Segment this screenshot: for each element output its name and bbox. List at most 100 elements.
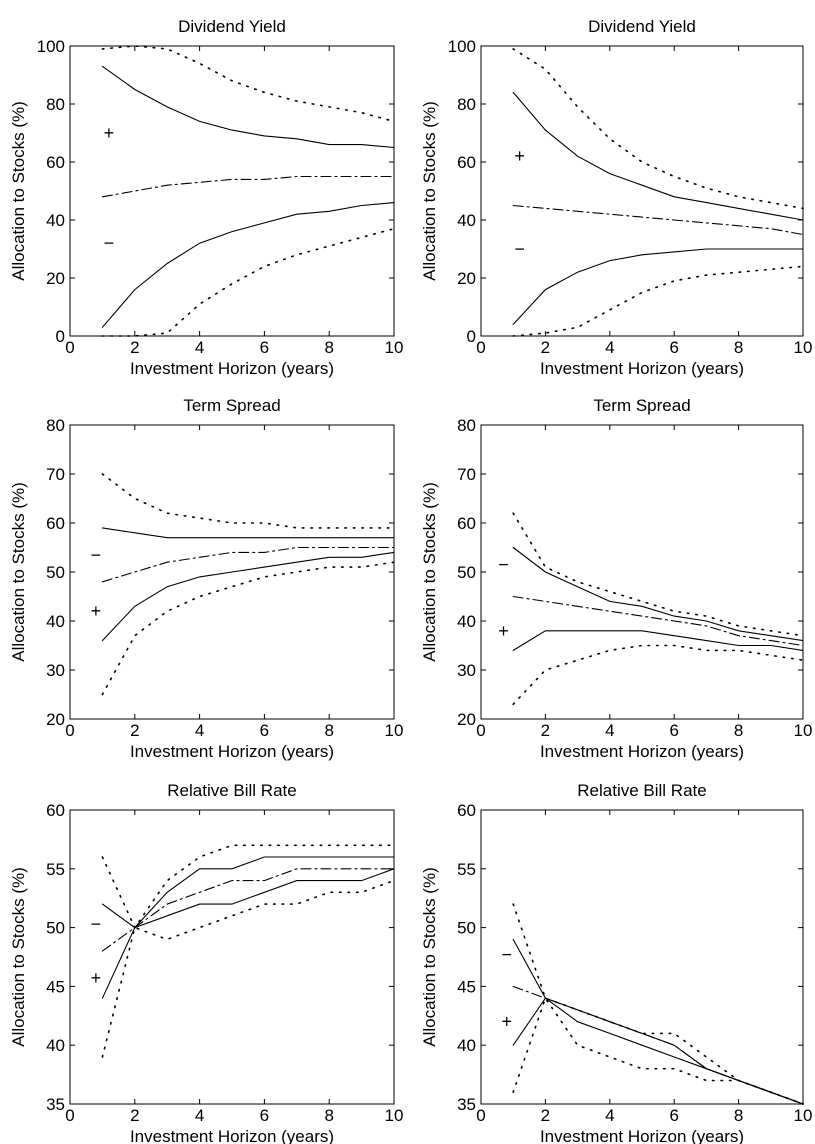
x-tick-label: 4 xyxy=(605,338,614,357)
chart-title: Relative Bill Rate xyxy=(167,781,296,800)
y-tick-label: 40 xyxy=(457,1036,476,1055)
y-tick-label: 40 xyxy=(457,211,476,230)
x-tick-label: 2 xyxy=(130,1106,139,1125)
x-tick-label: 6 xyxy=(669,1106,678,1125)
series-line-dashdot-3 xyxy=(512,985,804,1105)
chart-panel-5: 0 2 4 6 8 10 35 40 45 50 55 60 − + Relative Bill Rate I… xyxy=(9,781,403,1144)
y-tick-label: 40 xyxy=(457,612,476,631)
y-tick-label: 50 xyxy=(46,563,65,582)
marker-minus: − xyxy=(498,555,509,575)
series-line-solid-2 xyxy=(101,202,395,328)
x-tick-label: 10 xyxy=(794,1106,813,1125)
y-tick-label: 20 xyxy=(457,710,476,729)
x-axis-label: Investment Horizon (years) xyxy=(130,742,334,761)
series-line-solid-2 xyxy=(101,551,395,642)
y-tick-label: 60 xyxy=(46,153,65,172)
x-axis-label: Investment Horizon (years) xyxy=(540,1127,744,1144)
series-line-dotted-4 xyxy=(512,903,804,1105)
series-line-dotted-5 xyxy=(512,996,804,1105)
y-tick-label: 100 xyxy=(37,37,65,56)
series-line-dotted-5 xyxy=(512,265,804,337)
x-tick-label: 4 xyxy=(195,1106,204,1125)
series-line-dashdot-3 xyxy=(512,595,804,647)
series-line-solid-2 xyxy=(512,248,804,325)
series-line-dotted-5 xyxy=(101,561,395,696)
marker-plus: + xyxy=(498,621,509,641)
series-line-dashdot-3 xyxy=(101,175,395,198)
series-line-solid-2 xyxy=(101,868,395,929)
x-axis-label: Investment Horizon (years) xyxy=(540,359,744,378)
series-line-solid-2 xyxy=(512,630,804,651)
x-tick-label: 8 xyxy=(734,338,743,357)
x-tick-label: 0 xyxy=(476,338,485,357)
y-tick-label: 80 xyxy=(46,416,65,435)
y-tick-label: 45 xyxy=(46,977,65,996)
x-tick-label: 2 xyxy=(541,1106,550,1125)
series-line-dotted-5 xyxy=(512,644,804,706)
marker-minus: − xyxy=(502,945,513,965)
y-tick-label: 60 xyxy=(46,801,65,820)
x-tick-label: 0 xyxy=(65,721,74,740)
series-line-dashdot-3 xyxy=(101,868,395,952)
y-axis-label: Allocation to Stocks (%) xyxy=(420,482,439,662)
x-tick-label: 6 xyxy=(260,338,269,357)
series-line-dashdot-3 xyxy=(101,546,395,583)
x-tick-label: 2 xyxy=(541,338,550,357)
x-tick-label: 6 xyxy=(669,721,678,740)
x-tick-label: 8 xyxy=(324,721,333,740)
y-axis-label: Allocation to Stocks (%) xyxy=(9,101,28,281)
y-tick-label: 40 xyxy=(46,211,65,230)
x-tick-label: 10 xyxy=(794,721,813,740)
x-tick-label: 10 xyxy=(385,721,404,740)
x-tick-label: 6 xyxy=(260,1106,269,1125)
y-axis-label: Allocation to Stocks (%) xyxy=(420,867,439,1047)
marker-plus: + xyxy=(91,968,102,988)
y-tick-label: 70 xyxy=(46,465,65,484)
marker-plus: + xyxy=(502,1012,513,1032)
series-line-solid-1 xyxy=(101,856,395,999)
series-line-solid-1 xyxy=(512,938,804,1105)
x-tick-label: 0 xyxy=(476,721,485,740)
marker-plus: + xyxy=(91,601,102,621)
plot-frame xyxy=(69,45,395,337)
series-line-dotted-4 xyxy=(512,48,804,210)
y-tick-label: 30 xyxy=(46,661,65,680)
marker-minus: − xyxy=(91,545,102,565)
y-tick-label: 60 xyxy=(457,514,476,533)
chart-title: Relative Bill Rate xyxy=(577,781,706,800)
series-line-dotted-5 xyxy=(101,879,395,1058)
marker-minus: − xyxy=(104,233,115,253)
y-tick-label: 40 xyxy=(46,1036,65,1055)
y-tick-label: 35 xyxy=(46,1095,65,1114)
x-tick-label: 6 xyxy=(669,338,678,357)
y-tick-label: 60 xyxy=(457,801,476,820)
chart-title: Term Spread xyxy=(593,396,690,415)
chart-title: Dividend Yield xyxy=(178,17,286,36)
y-tick-label: 80 xyxy=(457,416,476,435)
y-tick-label: 20 xyxy=(46,269,65,288)
y-axis-label: Allocation to Stocks (%) xyxy=(9,867,28,1047)
y-tick-label: 0 xyxy=(56,327,65,346)
x-tick-label: 0 xyxy=(65,338,74,357)
x-tick-label: 2 xyxy=(541,721,550,740)
y-tick-label: 20 xyxy=(46,710,65,729)
chart-title: Dividend Yield xyxy=(588,17,696,36)
x-tick-label: 4 xyxy=(195,721,204,740)
x-tick-label: 8 xyxy=(324,1106,333,1125)
marker-plus: + xyxy=(514,146,525,166)
x-axis-label: Investment Horizon (years) xyxy=(130,359,334,378)
x-tick-label: 8 xyxy=(324,338,333,357)
y-tick-label: 70 xyxy=(457,465,476,484)
series-line-dotted-5 xyxy=(101,227,395,337)
plot-frame xyxy=(480,45,804,337)
series-line-dotted-4 xyxy=(512,512,804,637)
x-tick-label: 10 xyxy=(385,1106,404,1125)
x-tick-label: 6 xyxy=(260,721,269,740)
y-tick-label: 55 xyxy=(457,860,476,879)
x-tick-label: 4 xyxy=(605,721,614,740)
marker-minus: − xyxy=(91,914,102,934)
chart-panel-4: 0 2 4 6 8 10 20 30 40 50 60 70 80 − + Term Spread Invest… xyxy=(420,396,812,761)
series-line-dotted-4 xyxy=(101,473,395,529)
series-line-dotted-4 xyxy=(101,844,395,930)
